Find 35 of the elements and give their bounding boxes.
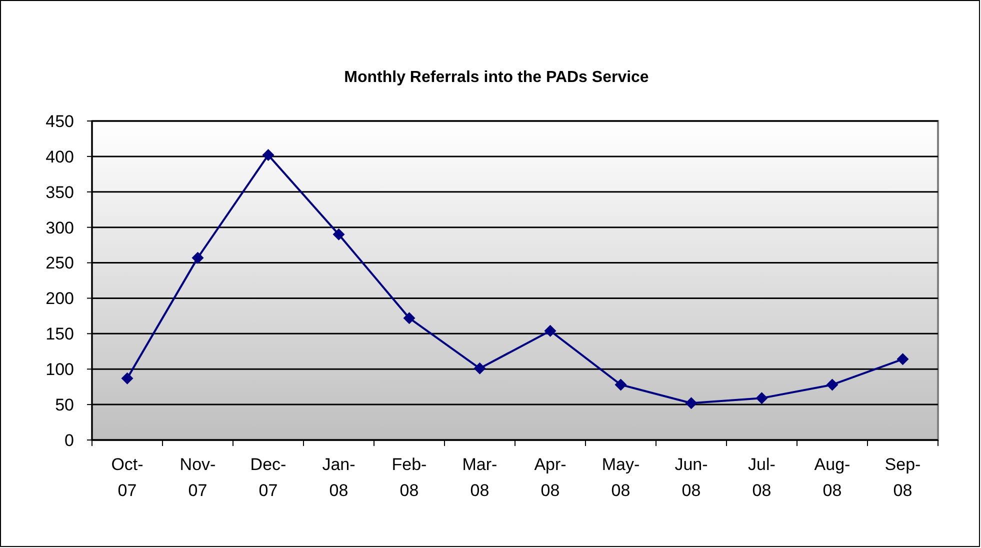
y-tick-label: 400 bbox=[46, 147, 74, 166]
y-tick-label: 250 bbox=[46, 254, 74, 273]
x-tick-label: Jan-08 bbox=[322, 455, 356, 500]
x-tick-label: Oct-07 bbox=[111, 455, 144, 500]
x-tick-label: Sep-08 bbox=[884, 455, 921, 500]
x-tick-label: Mar-08 bbox=[462, 455, 498, 500]
point bbox=[332, 228, 345, 240]
x-tick-label: Feb-08 bbox=[392, 455, 427, 500]
x-tick-label: Apr-08 bbox=[534, 455, 566, 500]
y-tick-label: 0 bbox=[64, 430, 74, 450]
x-tick-label: Jul-08 bbox=[748, 455, 776, 500]
y-tick-label: 450 bbox=[46, 112, 74, 131]
x-tick-label: Jun-08 bbox=[674, 455, 708, 500]
y-tick-label: 150 bbox=[46, 324, 74, 344]
x-tick-label: Dec-07 bbox=[250, 455, 286, 500]
y-tick-label: 200 bbox=[46, 289, 74, 308]
point bbox=[262, 149, 274, 162]
point bbox=[192, 252, 204, 264]
x-tick-label: Aug-08 bbox=[814, 455, 850, 500]
x-tick-label: Nov-07 bbox=[180, 455, 216, 500]
point bbox=[756, 392, 768, 404]
x-tick-label: May-08 bbox=[602, 455, 640, 500]
point bbox=[121, 372, 134, 384]
point bbox=[685, 397, 698, 410]
point bbox=[544, 324, 556, 337]
point bbox=[896, 353, 909, 366]
chart-title: Monthly Referrals into the PADs Service bbox=[344, 69, 649, 86]
y-tick-label: 300 bbox=[46, 218, 74, 238]
y-tick-label: 100 bbox=[46, 360, 74, 380]
y-tick-label: 350 bbox=[46, 182, 74, 202]
y-tick-label: 50 bbox=[55, 396, 74, 415]
point bbox=[474, 362, 486, 374]
point bbox=[826, 378, 838, 391]
point bbox=[614, 378, 627, 391]
point bbox=[403, 312, 416, 324]
